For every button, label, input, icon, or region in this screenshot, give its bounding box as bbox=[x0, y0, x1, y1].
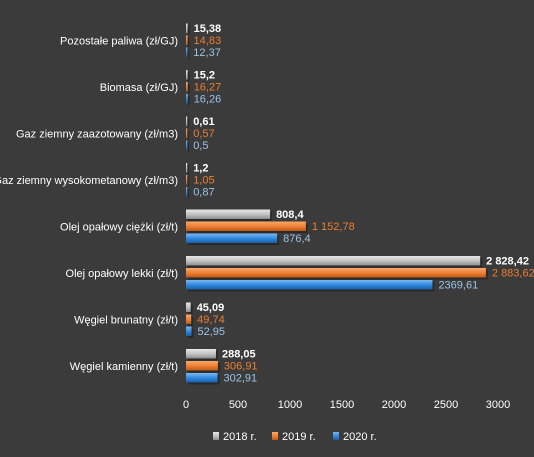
bar-shadow bbox=[188, 118, 190, 128]
bar-shadow bbox=[188, 130, 190, 140]
bar bbox=[186, 361, 218, 371]
bar bbox=[186, 256, 481, 266]
data-label: 49,74 bbox=[197, 314, 225, 326]
data-label: 15,2 bbox=[194, 70, 215, 82]
data-label: 1,05 bbox=[193, 175, 214, 187]
legend-swatch bbox=[333, 432, 339, 440]
category-label: Gaz ziemny wysokometanowy (zł/m3) bbox=[0, 175, 178, 187]
category-label: Biomasa (zł/GJ) bbox=[100, 82, 178, 94]
legend-swatch bbox=[213, 432, 219, 440]
legend-label: 2019 r. bbox=[282, 431, 316, 443]
data-label: 45,09 bbox=[197, 302, 225, 314]
bar bbox=[186, 233, 278, 243]
bar bbox=[186, 280, 433, 290]
bar bbox=[186, 70, 188, 80]
category-label: Gaz ziemny zaazotowany (zł/m3) bbox=[16, 128, 178, 140]
category-label: Olej opałowy ciężki (zł/t) bbox=[60, 221, 178, 233]
data-label: 1,2 bbox=[193, 163, 208, 175]
bar-shadow bbox=[188, 165, 190, 175]
data-label: 2 883,62 bbox=[492, 268, 534, 280]
x-tick-label: 2000 bbox=[382, 399, 406, 411]
data-label: 876,4 bbox=[283, 233, 311, 245]
bar bbox=[186, 116, 188, 126]
bar bbox=[186, 326, 192, 336]
bar bbox=[186, 187, 188, 197]
bar-shadow bbox=[188, 25, 190, 35]
data-label: 0,5 bbox=[193, 140, 208, 152]
bar bbox=[186, 302, 191, 312]
bar bbox=[186, 163, 188, 173]
legend-label: 2018 r. bbox=[223, 431, 257, 443]
data-label: 52,95 bbox=[198, 326, 226, 338]
data-label: 16,26 bbox=[194, 94, 222, 106]
bar-shadow bbox=[188, 37, 190, 47]
bar-shadow bbox=[188, 189, 190, 199]
data-label: 0,61 bbox=[193, 116, 214, 128]
category-label: Pozostałe paliwa (zł/GJ) bbox=[60, 35, 178, 47]
legend-swatch bbox=[272, 432, 278, 440]
category-label: Węgiel kamienny (zł/t) bbox=[70, 361, 178, 373]
category-label: Węgiel brunatny (zł/t) bbox=[74, 314, 178, 326]
bar bbox=[186, 209, 271, 219]
bar-shadow bbox=[188, 49, 190, 59]
data-label: 0,87 bbox=[193, 187, 214, 199]
bar-shadow bbox=[188, 96, 190, 106]
bar bbox=[186, 140, 188, 150]
data-label: 16,27 bbox=[194, 82, 222, 94]
x-tick-label: 1500 bbox=[330, 399, 354, 411]
x-tick-label: 0 bbox=[183, 399, 189, 411]
bar bbox=[186, 82, 188, 92]
bar-shadow bbox=[188, 177, 190, 187]
bar-shadow bbox=[188, 142, 190, 152]
bar bbox=[186, 128, 188, 138]
bar bbox=[186, 349, 216, 359]
data-label: 2 828,42 bbox=[486, 256, 529, 268]
bar-shadow bbox=[188, 84, 190, 94]
bar bbox=[186, 23, 188, 33]
data-label: 14,83 bbox=[194, 35, 222, 47]
bar bbox=[186, 175, 188, 185]
x-tick-label: 1000 bbox=[278, 399, 302, 411]
bar bbox=[186, 35, 188, 45]
bar bbox=[186, 221, 306, 231]
bar bbox=[186, 373, 218, 383]
data-label: 288,05 bbox=[222, 349, 256, 361]
bar-shadow bbox=[188, 72, 190, 82]
data-label: 808,4 bbox=[276, 209, 304, 221]
legend-label: 2020 r. bbox=[343, 431, 377, 443]
bar bbox=[186, 268, 486, 278]
data-label: 302,91 bbox=[224, 373, 258, 385]
bar bbox=[186, 314, 192, 324]
data-label: 2369,61 bbox=[438, 280, 478, 292]
bar bbox=[186, 47, 188, 57]
x-tick-label: 2500 bbox=[434, 399, 458, 411]
bar bbox=[186, 94, 188, 104]
data-label: 12,37 bbox=[193, 47, 221, 59]
data-label: 15,38 bbox=[194, 23, 222, 35]
x-tick-label: 3000 bbox=[486, 399, 510, 411]
category-label: Olej opałowy lekki (zł/t) bbox=[66, 268, 178, 280]
data-label: 306,91 bbox=[224, 361, 258, 373]
x-tick-label: 500 bbox=[229, 399, 247, 411]
data-label: 0,57 bbox=[193, 128, 214, 140]
data-label: 1 152,78 bbox=[312, 221, 355, 233]
